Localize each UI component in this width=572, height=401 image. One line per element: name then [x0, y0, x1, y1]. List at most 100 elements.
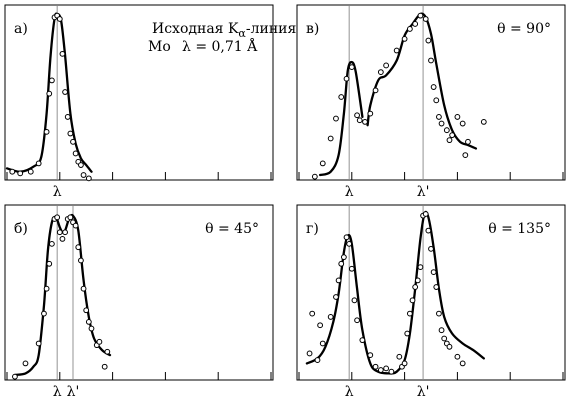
panel-a-frame: [4, 4, 274, 181]
panel-a-title-suffix: -линия: [246, 21, 297, 37]
data-point-g-16: [367, 352, 374, 359]
panel-g-markers: [348, 206, 424, 380]
data-point-v-1: [319, 160, 326, 167]
data-point-a-9: [56, 16, 63, 22]
data-point-v-6: [348, 64, 355, 71]
panel-a: λ а) Исходная Kα-линия Mo λ = 0,71 Å: [4, 4, 296, 200]
panel-b-points: [12, 214, 111, 380]
panel-g-points: [306, 211, 466, 375]
data-point-v-20: [425, 37, 432, 44]
data-point-g-4: [319, 340, 326, 347]
marker-label-b-1: λ': [67, 384, 80, 400]
data-point-g-5: [327, 314, 334, 320]
data-point-v-24: [436, 114, 442, 120]
data-point-v-14: [393, 47, 400, 54]
fit-curve-g-0: [305, 210, 485, 375]
data-point-a-1: [17, 170, 24, 177]
data-point-b-24: [101, 363, 108, 370]
data-point-g-31: [422, 211, 429, 217]
panel-a-points: [9, 12, 92, 182]
panel-b-frame: [4, 204, 274, 381]
data-point-g-38: [441, 335, 448, 342]
data-point-b-20: [85, 319, 92, 325]
data-point-g-9: [340, 254, 347, 261]
data-point-g-6: [333, 294, 339, 300]
data-point-g-0: [306, 350, 313, 357]
data-point-g-12: [348, 265, 355, 272]
data-point-b-16: [75, 244, 82, 251]
data-point-g-15: [359, 337, 366, 344]
data-point-v-13: [383, 62, 390, 69]
data-point-a-6: [48, 77, 55, 84]
data-point-g-21: [396, 353, 403, 360]
data-point-a-10: [59, 50, 66, 57]
fit-curve-v-1: [366, 12, 478, 150]
panel-v-marker-labels: λ λ': [345, 184, 430, 200]
data-point-v-0: [311, 173, 318, 180]
data-point-b-17: [78, 257, 84, 264]
panel-g-curves: [305, 210, 485, 375]
panel-g-marker-labels: λ λ': [345, 384, 430, 400]
data-point-v-18: [417, 12, 424, 19]
data-point-v-7: [354, 112, 360, 119]
data-point-b-4: [43, 285, 50, 292]
data-point-v-27: [446, 137, 453, 144]
data-point-b-3: [41, 310, 47, 317]
fit-curve-v-0: [318, 60, 364, 177]
data-point-b-2: [35, 340, 42, 347]
data-point-b-19: [83, 307, 90, 314]
data-point-a-14: [70, 138, 76, 145]
data-point-g-14: [354, 317, 360, 324]
data-point-a-19: [85, 175, 92, 182]
data-point-a-5: [46, 90, 53, 97]
marker-label-g-1: λ': [417, 384, 430, 400]
data-point-v-21: [428, 57, 434, 64]
data-point-a-17: [78, 162, 84, 168]
data-point-g-13: [351, 297, 358, 304]
marker-label-v-0: λ: [345, 184, 354, 200]
data-point-v-8: [356, 117, 363, 124]
data-point-g-25: [406, 310, 413, 317]
data-point-g-20: [388, 368, 395, 375]
data-point-a-0: [9, 168, 16, 175]
data-point-a-13: [67, 130, 74, 137]
panel-v-curves: [318, 12, 478, 177]
data-point-g-27: [412, 284, 419, 290]
panel-b: λ λ' б) θ = 45°: [4, 204, 274, 400]
panel-a-ticks: [6, 172, 272, 180]
panel-g-angle: θ = 135°: [488, 221, 551, 237]
data-point-v-29: [454, 114, 461, 120]
data-point-b-23: [96, 338, 103, 345]
panel-a-title-wavelength: λ = 0,71 Å: [182, 37, 258, 55]
data-point-a-15: [72, 150, 79, 157]
data-point-g-40: [446, 343, 453, 350]
data-point-v-16: [406, 26, 413, 32]
data-point-b-25: [104, 348, 111, 355]
data-point-v-31: [462, 152, 469, 159]
panel-g-frame: [296, 204, 566, 381]
data-point-v-23: [433, 97, 440, 104]
panel-a-title-prefix: Исходная K: [152, 21, 239, 37]
data-point-v-32: [465, 138, 471, 145]
data-point-a-2: [27, 168, 34, 175]
data-point-g-7: [335, 277, 342, 284]
data-point-v-10: [367, 110, 374, 117]
panel-v: λ λ' в) θ = 90°: [296, 4, 566, 200]
panel-b-marker-labels: λ λ': [53, 384, 80, 400]
data-point-b-6: [48, 240, 55, 247]
data-point-g-1: [309, 310, 316, 317]
data-point-g-2: [314, 357, 321, 363]
panel-v-label: в): [306, 21, 319, 37]
data-point-b-5: [46, 260, 53, 267]
data-point-g-19: [383, 365, 390, 372]
data-point-v-12: [377, 69, 384, 75]
panel-a-label: а): [14, 21, 28, 37]
panel-b-label: б): [14, 221, 28, 237]
panel-g-label: г): [306, 221, 319, 237]
panel-a-title-line1: Исходная Kα-линия: [152, 21, 296, 40]
data-point-a-12: [64, 114, 71, 120]
panel-g-ticks: [298, 372, 564, 380]
panel-b-markers: [56, 206, 74, 380]
data-point-g-35: [433, 284, 440, 290]
